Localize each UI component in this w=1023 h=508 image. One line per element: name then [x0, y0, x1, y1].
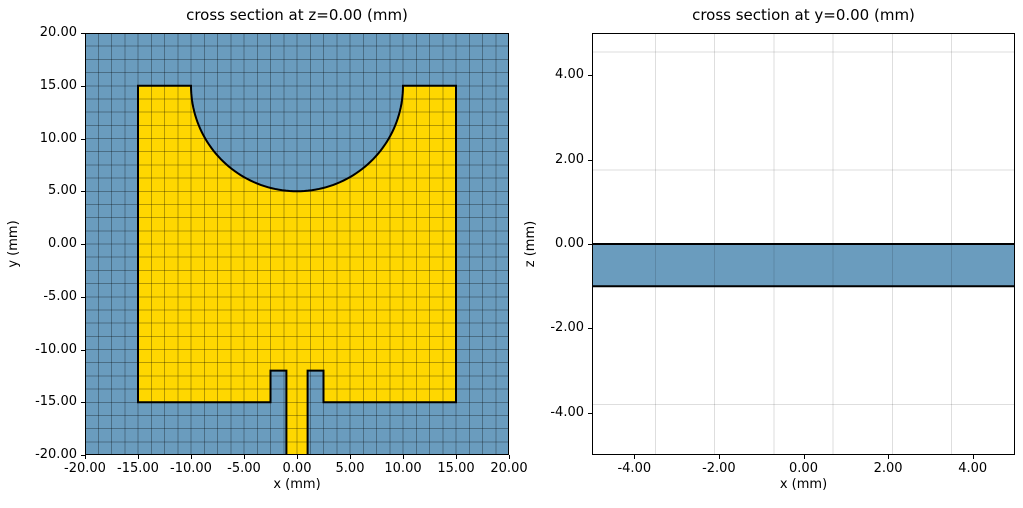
- x-tick-mark: [191, 455, 192, 459]
- x-tick-label: 2.00: [873, 461, 903, 476]
- x-tick-label: -2.00: [702, 461, 736, 476]
- y-tick-label: 10.00: [39, 130, 77, 146]
- x-tick-label: -5.00: [227, 461, 261, 476]
- y-tick-mark: [588, 244, 592, 245]
- left-plot-canvas: [85, 33, 509, 455]
- y-tick-label: -20.00: [35, 447, 77, 462]
- y-tick-mark: [588, 75, 592, 77]
- x-tick-label: 15.00: [437, 461, 475, 476]
- y-tick-label: 5.00: [48, 183, 77, 199]
- y-tick-label: 20.00: [39, 25, 77, 40]
- x-tick-mark: [350, 455, 351, 459]
- x-tick-label: 0.00: [282, 461, 312, 476]
- x-tick-mark: [456, 455, 457, 459]
- x-tick-mark: [509, 455, 510, 459]
- axes-spine: [85, 33, 509, 455]
- left-xaxis-label: x (mm): [273, 477, 321, 492]
- substrate-slab-fill: [592, 244, 1015, 287]
- axes-spine: [592, 33, 1015, 455]
- x-tick-mark: [297, 455, 298, 459]
- y-tick-mark: [588, 412, 592, 414]
- y-tick-mark: [81, 296, 85, 298]
- metal-patch-with-inset-feed-fill: [138, 85, 456, 455]
- x-tick-mark: [972, 455, 974, 459]
- y-tick-label: 4.00: [555, 67, 584, 83]
- x-tick-mark: [244, 455, 245, 459]
- left-subplot-title: cross section at z=0.00 (mm): [186, 6, 408, 24]
- y-tick-mark: [588, 159, 592, 161]
- y-tick-label: 0.00: [555, 236, 584, 251]
- x-tick-mark: [803, 455, 805, 459]
- y-tick-label: -10.00: [35, 341, 77, 357]
- x-tick-mark: [403, 455, 404, 459]
- metal-patch-with-inset-feed-outline: [137, 84, 457, 455]
- x-tick-label: -4.00: [617, 461, 652, 476]
- y-tick-mark: [81, 349, 85, 351]
- y-tick-mark: [81, 191, 85, 193]
- y-tick-label: 2.00: [555, 151, 584, 167]
- x-tick-label: 5.00: [335, 461, 365, 476]
- y-tick-label: -4.00: [550, 404, 584, 420]
- x-tick-mark: [85, 455, 86, 459]
- y-tick-label: 0.00: [48, 236, 77, 251]
- y-tick-mark: [81, 85, 85, 87]
- x-tick-mark: [634, 455, 636, 459]
- y-tick-label: -2.00: [550, 320, 584, 336]
- x-tick-label: 20.00: [490, 461, 528, 476]
- x-tick-mark: [718, 455, 720, 459]
- y-tick-mark: [81, 138, 85, 140]
- y-tick-label: 15.00: [39, 77, 77, 93]
- x-tick-label: 4.00: [958, 461, 988, 476]
- x-tick-mark: [888, 455, 890, 459]
- y-tick-mark: [588, 328, 592, 330]
- x-tick-label: -20.00: [64, 461, 106, 476]
- y-tick-label: -15.00: [35, 394, 77, 410]
- x-tick-label: 0.00: [789, 461, 818, 476]
- right-plot-canvas: [592, 33, 1015, 455]
- y-tick-mark: [81, 33, 85, 34]
- y-tick-label: -5.00: [43, 288, 77, 304]
- x-tick-mark: [138, 455, 139, 459]
- x-tick-label: 10.00: [384, 461, 422, 476]
- x-tick-label: -15.00: [117, 461, 159, 476]
- y-tick-mark: [81, 455, 85, 456]
- y-tick-mark: [81, 244, 85, 245]
- x-tick-label: -10.00: [170, 461, 212, 476]
- y-tick-mark: [81, 402, 85, 404]
- right-xaxis-label: x (mm): [779, 477, 828, 492]
- substrate-slab-outline: [592, 243, 1015, 288]
- right-subplot-title: cross section at y=0.00 (mm): [692, 6, 915, 24]
